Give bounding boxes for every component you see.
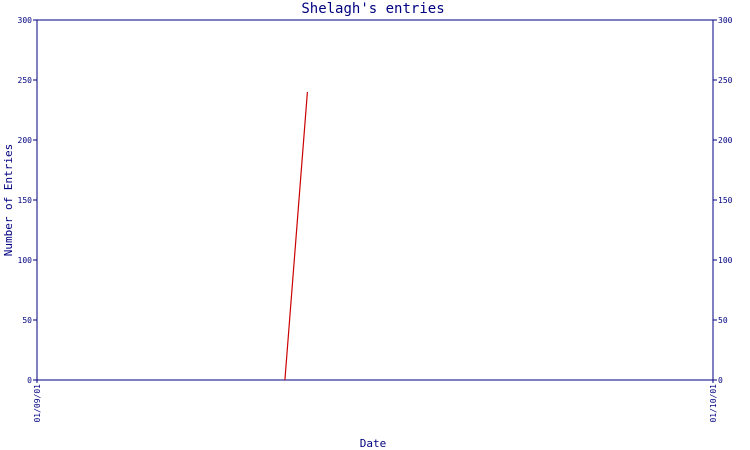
- y-tick-label-right: 300: [718, 16, 733, 25]
- y-tick-label: 50: [22, 316, 32, 325]
- left-y-axis: 0 50 100 150 200 250 300: [18, 16, 37, 385]
- x-tick-label: 01/09/01: [33, 384, 42, 423]
- series-layer: [284, 91, 308, 381]
- x-axis: 01/09/01 01/10/01: [33, 380, 718, 423]
- y-tick-label: 100: [18, 256, 33, 265]
- x-tick-label: 01/10/01: [709, 384, 718, 423]
- right-y-axis: 0 50 100 150 200 250 300: [713, 16, 733, 385]
- y-tick-label-right: 100: [718, 256, 733, 265]
- y-axis-label: Number of Entries: [2, 144, 15, 257]
- y-tick-label: 0: [27, 376, 32, 385]
- y-tick-label: 250: [18, 76, 33, 85]
- y-tick-label-right: 0: [718, 376, 723, 385]
- x-axis-label: Date: [360, 437, 387, 450]
- y-tick-label-right: 250: [718, 76, 733, 85]
- y-tick-label: 200: [18, 136, 33, 145]
- y-tick-label-right: 50: [718, 316, 728, 325]
- plot-frame: [36, 19, 714, 381]
- y-tick-label: 150: [18, 196, 33, 205]
- y-tick-label: 300: [18, 16, 33, 25]
- y-tick-label-right: 150: [718, 196, 733, 205]
- y-tick-label-right: 200: [718, 136, 733, 145]
- chart-title: Shelagh's entries: [301, 1, 444, 17]
- series-line: [284, 91, 308, 381]
